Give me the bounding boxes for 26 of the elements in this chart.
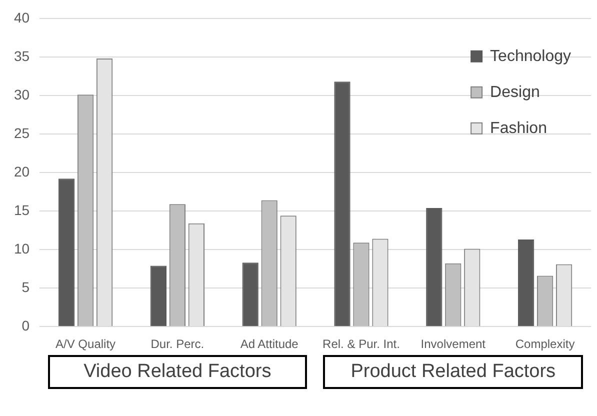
text: Product Related Factors xyxy=(323,355,583,389)
bar xyxy=(242,262,258,326)
x-tick-label: Ad Attitude xyxy=(240,337,299,352)
y-tick-label: 5 xyxy=(22,278,30,295)
y-tick-label: 15 xyxy=(14,202,30,218)
text: Video Related Factors xyxy=(48,355,308,389)
legend-label: Technology xyxy=(490,48,572,65)
y-tick-label: 0 xyxy=(22,317,30,334)
y-tick-label: 35 xyxy=(14,48,30,64)
y-tick-label: 30 xyxy=(14,86,30,102)
y-tick-label: 10 xyxy=(14,240,30,256)
y-tick-label: 40 xyxy=(14,9,30,26)
x-tick-label: Dur. Perc. xyxy=(150,337,204,352)
y-tick-label: 20 xyxy=(14,163,30,180)
bar xyxy=(334,82,350,326)
bar xyxy=(58,178,75,326)
legend-label: Fashion xyxy=(490,120,547,137)
bar xyxy=(426,208,442,326)
legend-label: Design xyxy=(490,84,540,101)
bar xyxy=(518,240,534,326)
x-tick-label: Involvement xyxy=(420,337,486,352)
x-tick-label: Complexity xyxy=(515,337,575,352)
x-tick-label: A/V Quality xyxy=(56,337,116,352)
y-tick-label: 25 xyxy=(14,124,30,141)
x-tick-label: Rel. & Pur. Int. xyxy=(322,337,400,352)
bar xyxy=(150,266,167,326)
